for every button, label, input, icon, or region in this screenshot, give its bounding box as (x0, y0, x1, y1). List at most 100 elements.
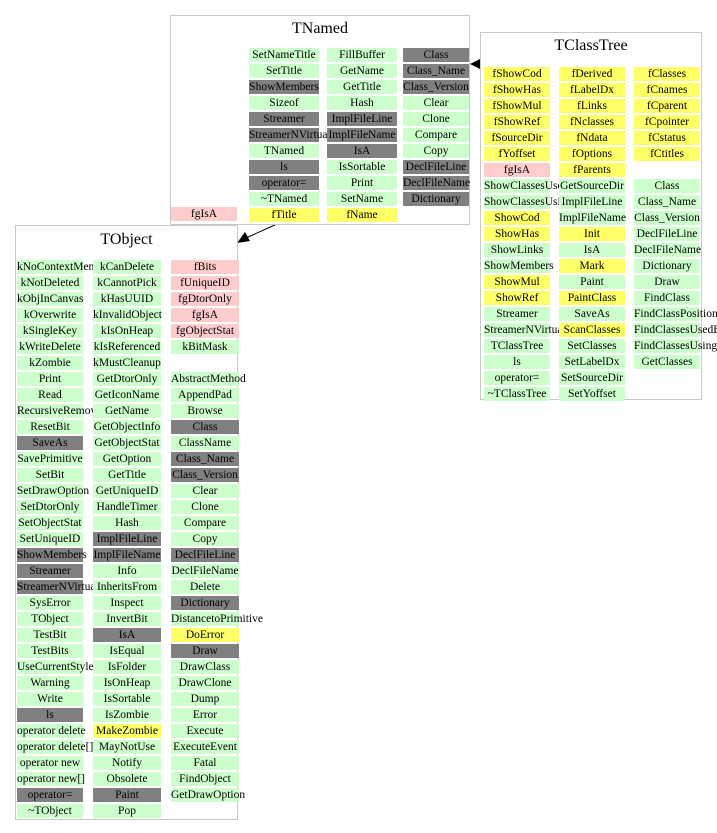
member-streamernvirtual: StreamerNVirtual (249, 128, 331, 142)
member-maynotuse: MayNotUse (93, 740, 161, 754)
member-fgisa: fgIsA (171, 207, 237, 221)
member-ls: ls (17, 708, 83, 722)
member-class: Class (171, 420, 239, 434)
member-inspect: Inspect (93, 596, 161, 610)
class-title: TNamed (292, 20, 348, 37)
member-getname: GetName (93, 404, 161, 418)
member-paint: Paint (93, 788, 161, 802)
member-declfilename: DeclFileName (403, 176, 471, 190)
member-operator-delete: operator delete[] (17, 740, 94, 754)
member-tclasstree: ~TClassTree (484, 387, 550, 401)
member-koverwrite: kOverwrite (17, 308, 83, 322)
member-testbits: TestBits (17, 644, 83, 658)
member-isa: IsA (327, 144, 397, 158)
member-settitle: SetTitle (249, 64, 319, 78)
member-setlabeldx: SetLabelDx (559, 355, 625, 369)
member-setbit: SetBit (17, 468, 83, 482)
member-setdtoronly: SetDtorOnly (17, 500, 83, 514)
member-compare: Compare (403, 128, 469, 142)
member-issortable: IsSortable (93, 692, 161, 706)
member-showcod: ShowCod (484, 211, 550, 225)
member-drawclone: DrawClone (171, 676, 239, 690)
member-read: Read (17, 388, 83, 402)
member-showmembers: ShowMembers (484, 259, 554, 273)
member-issortable: IsSortable (327, 160, 397, 174)
member-findobject: FindObject (171, 772, 239, 786)
member-dump: Dump (171, 692, 239, 706)
member-fshowref: fShowRef (484, 115, 550, 129)
member-operator-delete: operator delete (17, 724, 86, 738)
member-operator-new: operator new[] (17, 772, 86, 786)
member-clear: Clear (403, 96, 469, 110)
member-declfileline: DeclFileLine (171, 548, 239, 562)
member-declfileline: DeclFileLine (634, 227, 700, 241)
member-flinks: fLinks (559, 99, 625, 113)
member-delete: Delete (171, 580, 239, 594)
member-iszombie: IsZombie (93, 708, 161, 722)
member-ksinglekey: kSingleKey (17, 324, 83, 338)
member-ftitle: fTitle (249, 208, 319, 222)
member-info: Info (93, 564, 161, 578)
member-fsourcedir: fSourceDir (484, 131, 550, 145)
member-saveas: SaveAs (559, 307, 625, 321)
member-isonheap: IsOnHeap (93, 676, 161, 690)
member-fgisa: fgIsA (171, 308, 239, 322)
member-declfilename: DeclFileName (171, 564, 239, 578)
member-class-name: Class_Name (171, 452, 239, 466)
member-makezombie: MakeZombie (93, 724, 161, 738)
member-saveprimitive: SavePrimitive (17, 452, 83, 466)
member-setyoffset: SetYoffset (559, 387, 625, 401)
member-implfilename: ImplFileName (93, 548, 161, 562)
member-dictionary: Dictionary (403, 192, 469, 206)
member-class-name: Class_Name (634, 195, 700, 209)
member-fyoffset: fYoffset (484, 147, 550, 161)
member-class-version: Class_Version (634, 211, 700, 225)
member-hash: Hash (327, 96, 397, 110)
member-abstractmethod: AbstractMethod (171, 372, 246, 386)
member-notify: Notify (93, 756, 161, 770)
member-isa: IsA (559, 243, 625, 257)
member-invertbit: InvertBit (93, 612, 161, 626)
member-fcstatus: fCstatus (634, 131, 700, 145)
member-khasuuid: kHasUUID (93, 292, 161, 306)
member-error: Error (171, 708, 239, 722)
edge-tclasstree-arrowhead (470, 58, 482, 70)
member-kmustcleanup: kMustCleanup (93, 356, 161, 370)
member-setsourcedir: SetSourceDir (559, 371, 625, 385)
member-operator-new: operator new (17, 756, 83, 770)
member-fshowmul: fShowMul (484, 99, 550, 113)
member-isfolder: IsFolder (93, 660, 161, 674)
member-operator: operator= (17, 788, 83, 802)
member-setdrawoption: SetDrawOption (17, 484, 90, 498)
member-dictionary: Dictionary (171, 596, 239, 610)
member-kbitmask: kBitMask (171, 340, 239, 354)
member-ls: ls (249, 160, 319, 174)
member-class: Class (403, 48, 469, 62)
member-browse: Browse (171, 404, 239, 418)
member-classname: ClassName (171, 436, 239, 450)
member-inheritsfrom: InheritsFrom (93, 580, 161, 594)
class-title: TClassTree (554, 37, 628, 54)
member-fillbuffer: FillBuffer (327, 48, 397, 62)
member-class-version: Class_Version (171, 468, 239, 482)
member-tclasstree: TClassTree (484, 339, 550, 353)
member-fbits: fBits (171, 260, 239, 274)
member-init: Init (559, 227, 625, 241)
member-declfilename: DeclFileName (634, 243, 702, 257)
member-showref: ShowRef (484, 291, 550, 305)
member-class: Class (634, 179, 700, 193)
member-implfilename: ImplFileName (327, 128, 397, 142)
member-clone: Clone (171, 500, 239, 514)
member-gettitle: GetTitle (327, 80, 397, 94)
member-fgobjectstat: fgObjectStat (171, 324, 239, 338)
member-showlinks: ShowLinks (484, 243, 550, 257)
member-showmembers: ShowMembers (17, 548, 87, 562)
member-fndata: fNdata (559, 131, 625, 145)
member-getname: GetName (327, 64, 397, 78)
member-scanclasses: ScanClasses (559, 323, 625, 337)
member-getoption: GetOption (93, 452, 161, 466)
member-paint: Paint (559, 275, 625, 289)
member-fnclasses: fNclasses (559, 115, 625, 129)
member-foptions: fOptions (559, 147, 625, 161)
